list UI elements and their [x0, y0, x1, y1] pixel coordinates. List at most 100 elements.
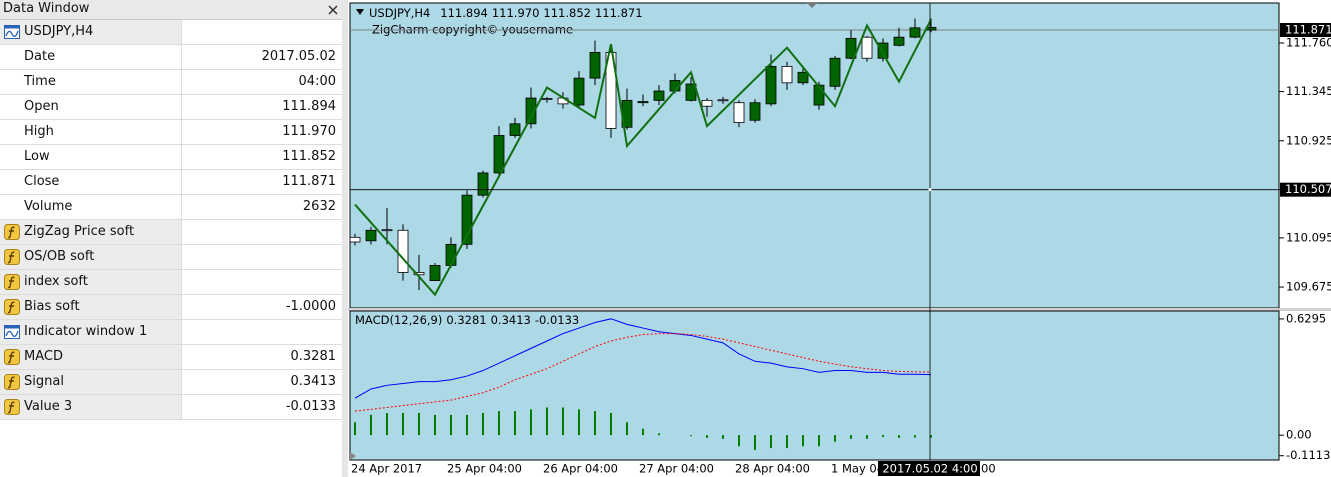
splitter[interactable] — [342, 0, 348, 477]
row-value: 04:00 — [298, 74, 336, 89]
data-row: High 111.970 — [0, 120, 342, 145]
row-label: Bias soft — [0, 295, 182, 319]
candle-body — [797, 71, 809, 84]
symbol: USDJPY,H4 — [369, 6, 430, 20]
candle-body — [461, 194, 473, 245]
row-label: Volume — [0, 195, 182, 219]
row-label: USDJPY,H4 — [0, 20, 182, 44]
macd-y-tick-label: 0.6295 — [1286, 311, 1326, 325]
window-icon — [4, 325, 20, 339]
data-row: Open 111.894 — [0, 95, 342, 120]
macd-plot — [349, 310, 1280, 461]
indicator-icon — [4, 299, 20, 315]
indicator-icon — [4, 374, 20, 390]
row-value: 0.3413 — [290, 374, 337, 389]
candle-body — [765, 66, 777, 105]
y-tick-label: 110.925 — [1286, 133, 1331, 147]
candle-body — [525, 97, 537, 125]
macd-y-tick-label: 0.00 — [1286, 428, 1312, 442]
data-row: Indicator window 1 — [0, 320, 342, 345]
row-label: Time — [0, 70, 182, 94]
candle-body — [605, 51, 617, 129]
candle-body — [349, 236, 361, 243]
row-value: 2632 — [302, 199, 336, 214]
window-icon — [4, 25, 20, 39]
crosshair-point — [928, 188, 932, 192]
y-tick-label: 109.675 — [1286, 280, 1331, 294]
data-row: OS/OB soft — [0, 245, 342, 270]
candle-body — [701, 99, 713, 107]
data-row: Close 111.871 — [0, 170, 342, 195]
x-tick-label: 28 Apr 04:00 — [735, 462, 810, 476]
candle-body — [493, 135, 505, 174]
x-tick-label: 24 Apr 2017 — [351, 462, 422, 476]
indicator-icon — [4, 349, 20, 365]
watermark: ZigCharm copyright© yousername — [372, 23, 573, 37]
bid-label-box — [1280, 23, 1331, 38]
y-tick-label: 110.095 — [1286, 230, 1331, 244]
indicator-icon — [4, 249, 20, 265]
data-window-header: Data Window — [0, 0, 342, 20]
data-window-title: Data Window — [3, 1, 90, 16]
indicator-icon — [4, 399, 20, 415]
y-tick-label: 111.760 — [1286, 36, 1331, 50]
data-row: Signal 0.3413 — [0, 370, 342, 395]
candle-body — [781, 66, 793, 84]
data-row: index soft — [0, 270, 342, 295]
x-tick-label: 1 May 04 — [831, 462, 884, 476]
shift-marker — [807, 3, 817, 8]
header-open: 111.894 — [440, 6, 488, 20]
row-value: 2017.05.02 — [261, 49, 336, 64]
x-tick-label: 25 Apr 04:00 — [447, 462, 522, 476]
candle-body — [365, 229, 377, 242]
candle-body — [845, 37, 857, 59]
candle-body — [909, 27, 921, 38]
crosshair-price-label: 110.507 — [1285, 182, 1331, 196]
row-value: 111.894 — [282, 99, 336, 114]
crosshair-price-box — [1280, 182, 1331, 197]
data-row: Time 04:00 — [0, 70, 342, 95]
candle-body — [509, 123, 521, 136]
pane-separator — [348, 308, 1331, 311]
scroll-marker — [350, 452, 356, 460]
close-button[interactable] — [327, 4, 339, 16]
x-tick-label: 27 Apr 04:00 — [639, 462, 714, 476]
data-row: Volume 2632 — [0, 195, 342, 220]
row-label: Value 3 — [0, 395, 182, 419]
candle-body — [877, 42, 889, 59]
x-tick-label: 26 Apr 04:00 — [543, 462, 618, 476]
candle-body — [477, 172, 489, 196]
x-tick-label-tail: 00 — [981, 462, 996, 476]
bid-label: 111.871 — [1285, 23, 1331, 37]
candle-body — [829, 57, 841, 87]
row-value: -0.0133 — [285, 399, 336, 414]
candle-body — [733, 102, 745, 124]
macd-header: MACD(12,26,9) 0.3281 0.3413 -0.0133 — [355, 313, 579, 327]
macd-y-tick-label: -0.1113 — [1286, 448, 1330, 462]
chart-header: USDJPY,H4 111.894 111.970 111.852 111.871 — [369, 6, 643, 20]
row-label: OS/OB soft — [0, 245, 182, 269]
candle-body — [397, 229, 409, 273]
header-low: 111.852 — [543, 6, 591, 20]
indicator-icon — [4, 274, 20, 290]
candle-body — [893, 36, 905, 46]
data-row: ZigZag Price soft — [0, 220, 342, 245]
row-value: -1.0000 — [285, 299, 336, 314]
collapse-icon[interactable] — [356, 9, 364, 15]
candle-body — [541, 98, 553, 101]
zigzag-line — [354, 19, 932, 297]
row-label: Signal — [0, 370, 182, 394]
crosshair-time-box — [878, 461, 980, 476]
candle-body — [445, 243, 457, 266]
row-label: Date — [0, 45, 182, 69]
macd-label: MACD(12,26,9) — [355, 313, 442, 327]
candle-body — [381, 229, 393, 232]
macd-main-line — [354, 318, 932, 399]
candle-body — [749, 102, 761, 121]
candle-body — [429, 264, 441, 282]
candle-body — [653, 90, 665, 101]
data-row: Bias soft -1.0000 — [0, 295, 342, 320]
macd-hist-value: -0.0133 — [535, 313, 579, 327]
